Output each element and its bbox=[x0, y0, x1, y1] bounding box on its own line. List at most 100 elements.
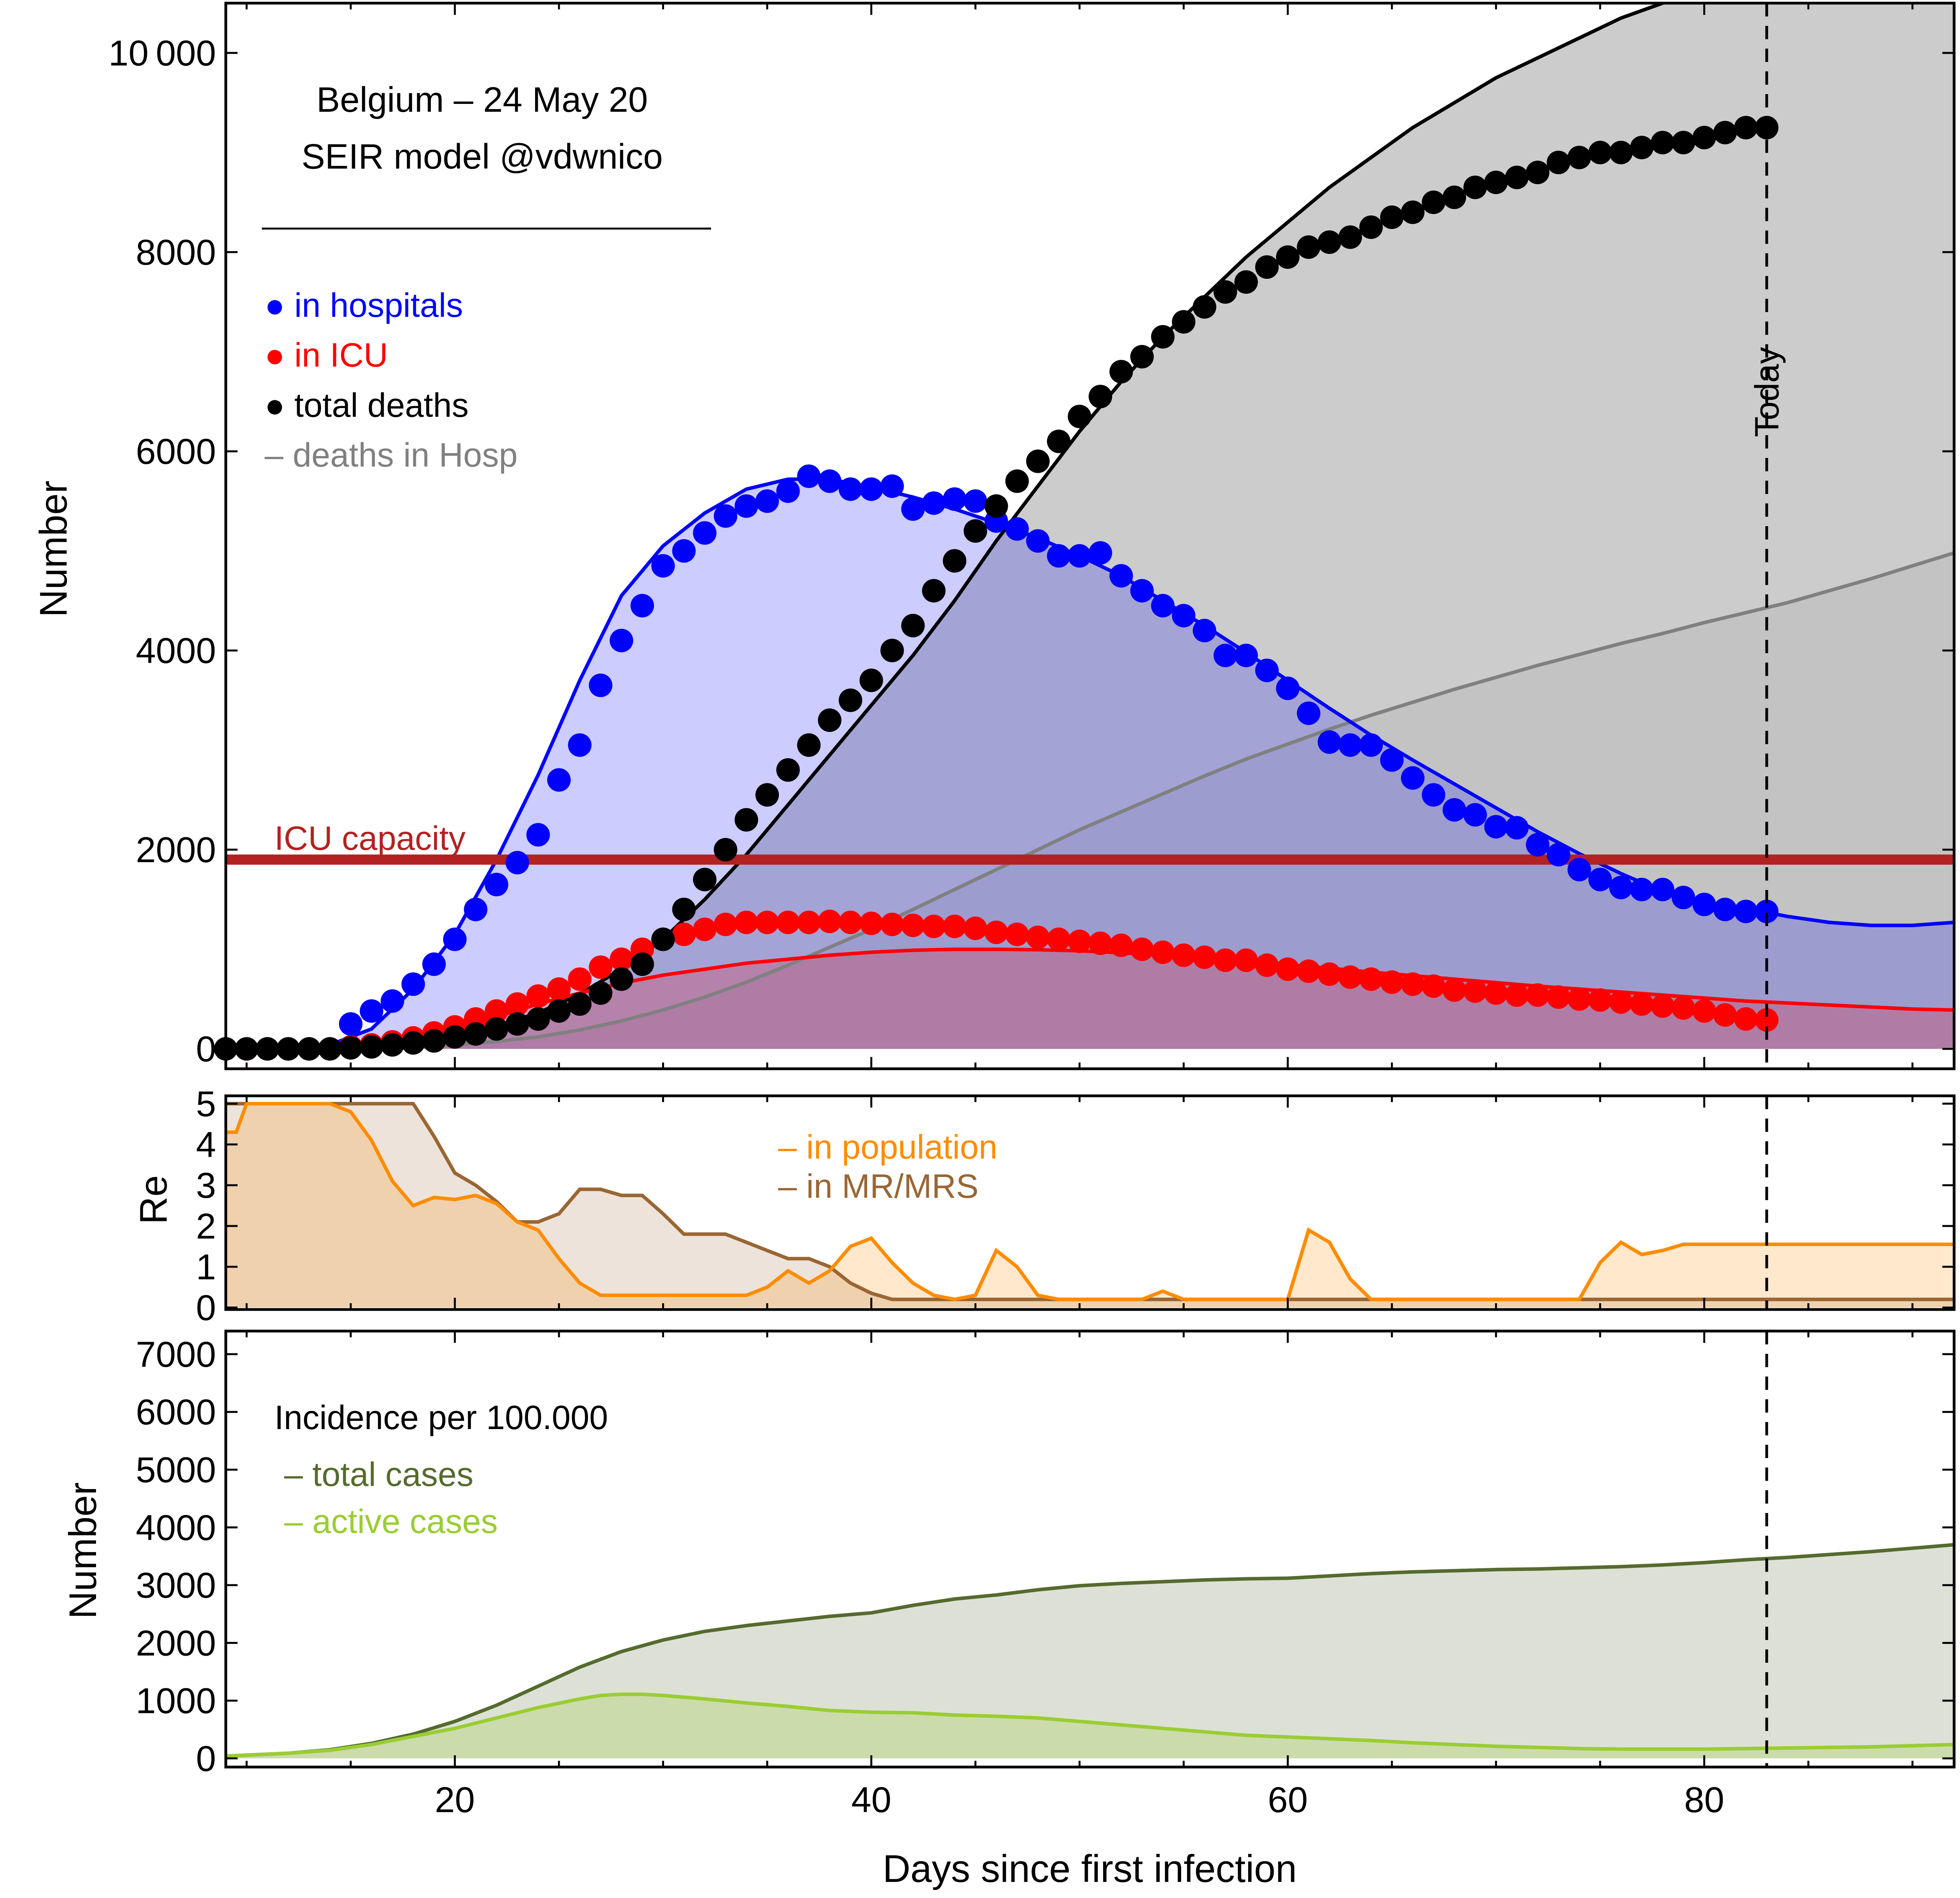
in-icu-point bbox=[984, 921, 1008, 944]
in-icu-point bbox=[1026, 925, 1050, 949]
incidence-panel: 0 1000 2000 3000 4000 5000 6000 7000 20 40 60 80 N… bbox=[61, 1330, 1956, 1890]
total-deaths-point bbox=[651, 927, 675, 951]
total-deaths-point bbox=[1067, 405, 1091, 429]
in-hospitals-point bbox=[1297, 701, 1321, 725]
in-icu-point bbox=[1401, 972, 1425, 996]
legend-total-cases: – total cases bbox=[284, 1456, 474, 1493]
in-icu-point bbox=[1234, 948, 1258, 972]
in-icu-point bbox=[1172, 943, 1196, 967]
main-y-ticks: 0 2000 4000 6000 8000 10 000 bbox=[109, 33, 1954, 1069]
in-hospitals-point bbox=[1609, 875, 1633, 899]
in-icu-point bbox=[1443, 978, 1466, 1002]
in-hospitals-point bbox=[713, 504, 737, 528]
main-x-ticks bbox=[245, 3, 1914, 1069]
total-deaths-point bbox=[1630, 136, 1654, 160]
total-deaths-point bbox=[276, 1037, 300, 1061]
total-deaths-point bbox=[1651, 131, 1675, 154]
in-icu-point bbox=[589, 955, 613, 979]
total-deaths-point bbox=[443, 1025, 467, 1049]
in-hospitals-point bbox=[755, 489, 779, 513]
total-deaths-point bbox=[943, 549, 967, 573]
in-icu-point bbox=[1651, 994, 1675, 1018]
in-icu-point bbox=[1588, 988, 1612, 1012]
in-icu-point bbox=[1484, 981, 1508, 1005]
total-deaths-point bbox=[422, 1029, 446, 1053]
in-icu-point bbox=[943, 914, 967, 938]
total-deaths-point bbox=[297, 1037, 321, 1061]
total-cases-area bbox=[226, 1545, 1954, 1758]
in-icu-point bbox=[1297, 959, 1321, 983]
total-deaths-point bbox=[776, 758, 800, 782]
in-icu-point bbox=[526, 984, 550, 1008]
total-deaths-point bbox=[1318, 230, 1341, 254]
in-icu-point bbox=[735, 910, 758, 934]
in-hospitals-point bbox=[1172, 604, 1196, 628]
in-hospitals-point bbox=[1234, 643, 1258, 667]
total-deaths-point bbox=[1192, 295, 1216, 319]
in-hospitals-point bbox=[1546, 843, 1570, 866]
chart-title: Belgium – 24 May 20 bbox=[316, 80, 648, 120]
re-population-area bbox=[226, 1104, 1954, 1308]
in-hospitals-point bbox=[339, 1012, 363, 1036]
active-cases-line bbox=[226, 1692, 1954, 1758]
main-y-tick-label-6000: 6000 bbox=[136, 432, 216, 472]
incidence-plot-frame bbox=[224, 1330, 1956, 1769]
total-deaths-point bbox=[797, 733, 821, 757]
re-y-tick-label-0: 0 bbox=[196, 1288, 216, 1328]
total-deaths-point bbox=[1234, 270, 1258, 294]
in-hospitals-point bbox=[1338, 733, 1362, 757]
in-hospitals-point bbox=[859, 477, 883, 501]
total-deaths-point bbox=[1005, 469, 1029, 493]
in-icu-point bbox=[1463, 979, 1487, 1003]
in-hospitals-point bbox=[964, 489, 987, 513]
today-label: Today bbox=[1748, 347, 1786, 437]
in-icu-point bbox=[1526, 983, 1550, 1007]
total-deaths-point bbox=[1671, 131, 1695, 154]
incidence-title: Incidence per 100.000 bbox=[274, 1399, 608, 1437]
re-population-line bbox=[226, 1102, 1954, 1301]
in-hospitals-point bbox=[1692, 892, 1716, 916]
in-icu-point bbox=[1089, 931, 1112, 955]
incidence-x-tick-label-60: 60 bbox=[1268, 1780, 1308, 1820]
in-icu-point bbox=[859, 912, 883, 935]
incidence-y-tick-label-0: 0 bbox=[196, 1739, 216, 1779]
total-deaths-point bbox=[505, 1012, 529, 1036]
total-cases-line bbox=[226, 1543, 1954, 1758]
in-icu-point bbox=[901, 914, 925, 937]
main-y-tick-label-0: 0 bbox=[196, 1029, 216, 1069]
re-y-axis-label: Re bbox=[132, 1175, 175, 1224]
in-icu-point bbox=[1630, 992, 1654, 1016]
in-icu-point bbox=[1151, 940, 1175, 964]
main-area-fills bbox=[226, 3, 1954, 1049]
re-x-ticks bbox=[245, 1096, 1914, 1310]
incidence-y-tick-label-3000: 3000 bbox=[136, 1566, 216, 1606]
in-hospitals-point bbox=[1734, 899, 1758, 923]
in-hospitals-point bbox=[797, 464, 821, 488]
total-deaths-point bbox=[1338, 225, 1362, 249]
total-deaths-point bbox=[630, 952, 654, 976]
incidence-area-fills bbox=[226, 1545, 1954, 1758]
in-hospitals-point bbox=[1130, 579, 1154, 603]
in-hospitals-point bbox=[818, 469, 842, 493]
in-hospitals-point bbox=[1255, 658, 1279, 682]
in-hospitals-point bbox=[1713, 897, 1737, 921]
re-y-tick-label-5: 5 bbox=[196, 1084, 216, 1124]
total-deaths-point bbox=[755, 783, 779, 807]
incidence-x-ticks: 20 40 60 80 bbox=[245, 1331, 1914, 1820]
total-deaths-point bbox=[1422, 191, 1445, 214]
in-icu-point bbox=[1671, 996, 1695, 1020]
in-icu-point bbox=[1276, 957, 1300, 981]
total-deaths-point bbox=[1505, 165, 1529, 189]
total-deaths-point bbox=[256, 1037, 279, 1061]
main-y-tick-label-8000: 8000 bbox=[136, 232, 216, 272]
in-hospitals-point bbox=[1109, 564, 1133, 588]
in-icu-point bbox=[1192, 945, 1216, 969]
total-deaths-point bbox=[485, 1017, 508, 1041]
in-icu-point bbox=[547, 977, 571, 1001]
deaths-in-hosp-area bbox=[226, 553, 1954, 1049]
total-deaths-point bbox=[610, 967, 633, 991]
total-deaths-point bbox=[1443, 185, 1466, 209]
in-hospitals-point bbox=[735, 494, 758, 518]
re-y-tick-label-1: 1 bbox=[196, 1247, 216, 1287]
main-y-tick-label-2000: 2000 bbox=[136, 830, 216, 870]
